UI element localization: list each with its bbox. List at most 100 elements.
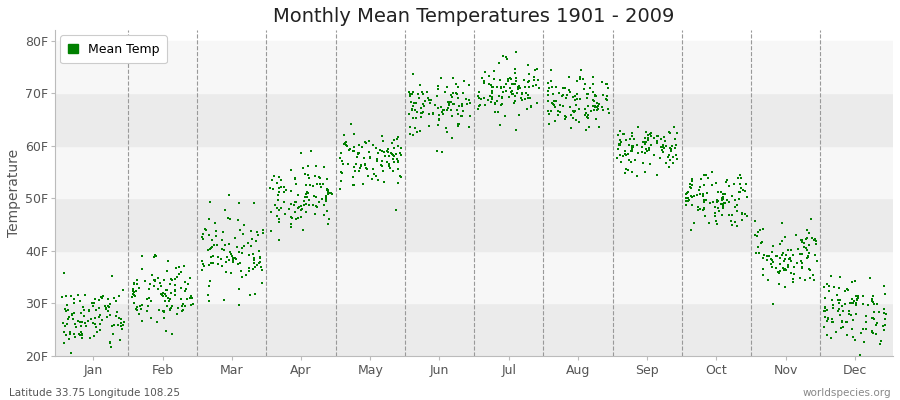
Point <box>343 146 357 152</box>
Point <box>500 54 514 60</box>
Point <box>845 296 859 302</box>
Point <box>765 263 779 270</box>
Point <box>324 190 338 196</box>
Point <box>77 313 92 319</box>
Point <box>462 96 476 103</box>
Point <box>490 98 504 104</box>
Point <box>509 90 524 96</box>
Point <box>96 292 111 299</box>
Point <box>294 150 309 156</box>
Point <box>371 150 385 156</box>
Point <box>780 264 795 270</box>
Point <box>749 249 763 256</box>
Point <box>160 268 175 274</box>
Point <box>426 110 440 116</box>
Point <box>520 106 535 112</box>
Point <box>462 124 476 130</box>
Point <box>733 188 747 195</box>
Point <box>693 191 707 197</box>
Point <box>613 128 627 134</box>
Point <box>849 300 863 306</box>
Point <box>793 257 807 264</box>
Point <box>363 154 377 160</box>
Point <box>589 116 603 123</box>
Point <box>284 167 298 174</box>
Point <box>697 198 711 205</box>
Point <box>277 198 292 205</box>
Point <box>824 335 838 341</box>
Point <box>386 155 400 162</box>
Point <box>685 178 699 184</box>
Point <box>402 89 417 95</box>
Point <box>818 304 832 310</box>
Point <box>376 168 391 174</box>
Point <box>787 263 801 270</box>
Point <box>148 277 162 283</box>
Point <box>582 124 597 130</box>
Point <box>838 319 852 325</box>
Point <box>448 90 463 96</box>
Point <box>705 169 719 175</box>
Point <box>106 322 121 328</box>
Point <box>422 97 436 103</box>
Point <box>202 283 216 289</box>
Point <box>720 196 734 203</box>
Point <box>760 256 774 263</box>
Point <box>867 316 881 322</box>
Point <box>161 258 176 264</box>
Point <box>807 252 822 258</box>
Point <box>265 177 279 183</box>
Point <box>599 95 614 102</box>
Point <box>642 146 656 153</box>
Point <box>163 306 177 313</box>
Point <box>218 207 232 213</box>
Point <box>716 201 730 208</box>
Point <box>208 220 222 226</box>
Point <box>291 192 305 198</box>
Point <box>350 151 365 157</box>
Point <box>168 282 183 288</box>
Point <box>760 276 775 283</box>
Point <box>492 122 507 128</box>
Point <box>580 115 595 122</box>
Point <box>347 148 362 154</box>
Point <box>496 53 510 60</box>
Point <box>87 296 102 302</box>
Point <box>820 332 834 338</box>
Point <box>520 95 535 102</box>
Point <box>849 302 863 308</box>
Point <box>201 247 215 253</box>
Point <box>639 146 653 152</box>
Point <box>840 286 854 292</box>
Point <box>722 212 736 218</box>
Point <box>658 137 672 144</box>
Point <box>158 292 173 299</box>
Point <box>219 258 233 265</box>
Point <box>509 127 524 134</box>
Point <box>382 161 397 168</box>
Point <box>457 78 472 84</box>
Point <box>244 243 258 250</box>
Point <box>513 84 527 91</box>
Point <box>585 97 599 103</box>
Point <box>850 292 865 299</box>
Point <box>763 260 778 267</box>
Point <box>407 100 421 107</box>
Point <box>167 281 182 288</box>
Point <box>460 101 474 107</box>
Point <box>333 186 347 192</box>
Point <box>515 97 529 104</box>
Point <box>565 108 580 115</box>
Point <box>641 134 655 141</box>
Point <box>166 276 180 283</box>
Point <box>773 268 788 274</box>
Point <box>637 135 652 142</box>
Point <box>524 103 538 109</box>
Point <box>831 308 845 314</box>
Point <box>730 223 744 229</box>
Point <box>179 286 194 292</box>
Point <box>180 296 194 302</box>
Point <box>644 130 658 136</box>
Point <box>694 176 708 182</box>
Point <box>656 142 670 149</box>
